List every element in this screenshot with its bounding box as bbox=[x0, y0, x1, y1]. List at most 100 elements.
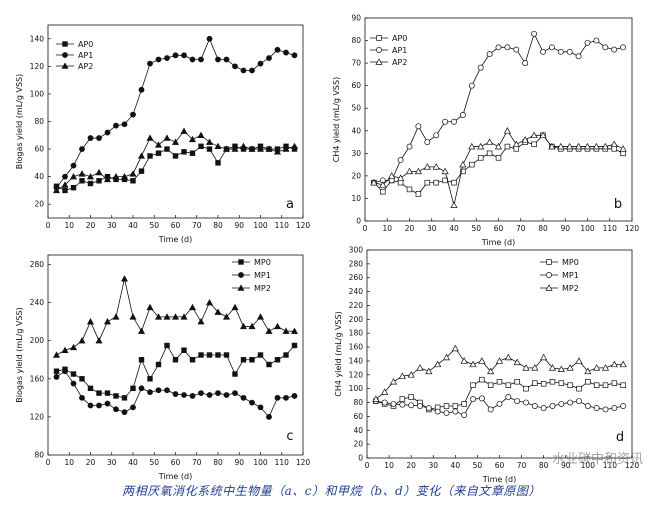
y-tick-label: 160 bbox=[30, 374, 45, 383]
data-point bbox=[433, 132, 440, 139]
data-point bbox=[283, 352, 289, 358]
x-tick-label: 30 bbox=[107, 458, 117, 467]
x-tick-label: 60 bbox=[495, 461, 505, 470]
data-point bbox=[172, 52, 179, 59]
data-point bbox=[601, 142, 609, 150]
y-tick-label: 20 bbox=[34, 200, 44, 209]
data-point bbox=[282, 145, 290, 152]
data-point bbox=[522, 364, 530, 371]
data-point bbox=[164, 146, 170, 152]
data-point bbox=[505, 394, 512, 400]
legend-marker bbox=[238, 272, 244, 278]
data-point bbox=[390, 400, 397, 407]
data-point bbox=[205, 138, 214, 145]
y-tick-label: 100 bbox=[30, 89, 45, 98]
data-point bbox=[181, 52, 187, 59]
data-point bbox=[188, 135, 197, 143]
data-point bbox=[611, 46, 618, 53]
data-point bbox=[205, 299, 214, 306]
y-tick-label: 140 bbox=[349, 356, 364, 365]
data-point bbox=[575, 142, 583, 150]
legend-marker bbox=[375, 58, 383, 65]
data-point bbox=[87, 402, 94, 409]
data-point bbox=[146, 303, 154, 311]
data-point bbox=[415, 123, 422, 130]
legend-marker bbox=[62, 41, 68, 47]
data-point bbox=[372, 395, 380, 402]
data-point bbox=[496, 400, 503, 407]
data-point bbox=[611, 146, 617, 152]
x-tick-label: 40 bbox=[128, 458, 138, 467]
data-point bbox=[424, 139, 431, 146]
data-point bbox=[415, 191, 422, 197]
data-point bbox=[231, 145, 239, 152]
data-point bbox=[70, 380, 77, 387]
watermark-text: 水业碳中和资讯 bbox=[552, 452, 644, 467]
data-point bbox=[206, 146, 213, 152]
legend-marker bbox=[376, 47, 382, 53]
data-point bbox=[137, 152, 146, 159]
data-point bbox=[96, 178, 102, 184]
legend-label: AP1 bbox=[78, 51, 93, 60]
data-point bbox=[443, 403, 450, 409]
data-point bbox=[478, 357, 486, 364]
data-point bbox=[249, 357, 255, 363]
panel-d: 0 10 20 30 40 50 60 70 80 90 100 110 120 0 20 40 60 80 100… bbox=[334, 246, 639, 485]
y-tick-label: 0 bbox=[356, 217, 361, 226]
data-point bbox=[172, 153, 179, 159]
panel-letter: d bbox=[616, 430, 624, 445]
data-point bbox=[487, 406, 494, 413]
data-point bbox=[189, 150, 196, 156]
data-point bbox=[530, 131, 538, 139]
data-point bbox=[610, 140, 618, 148]
x-tick-label: 120 bbox=[625, 224, 640, 233]
data-point bbox=[593, 405, 600, 412]
data-point bbox=[523, 385, 529, 392]
data-point bbox=[370, 178, 378, 186]
data-point bbox=[163, 134, 171, 141]
x-axis-title: Time (d) bbox=[158, 472, 192, 481]
y-tick-label: 140 bbox=[30, 34, 45, 43]
data-point bbox=[566, 48, 573, 55]
data-point bbox=[381, 388, 389, 395]
data-point bbox=[291, 342, 298, 349]
data-point bbox=[121, 395, 128, 401]
data-point bbox=[459, 112, 466, 118]
data-point bbox=[548, 44, 555, 51]
y-tick-label: 20 bbox=[353, 440, 363, 449]
y-tick-label: 120 bbox=[349, 370, 364, 379]
x-tick-label: 30 bbox=[107, 221, 117, 230]
legend-marker bbox=[376, 35, 382, 41]
x-tick-label: 90 bbox=[234, 221, 244, 230]
data-point bbox=[215, 160, 221, 166]
x-tick-label: 20 bbox=[406, 461, 416, 470]
y-tick-label: 90 bbox=[351, 14, 361, 23]
x-tick-label: 120 bbox=[296, 221, 311, 230]
data-point bbox=[130, 111, 136, 118]
y-axis-title: CH4 yield (mL/g VSS) bbox=[332, 77, 341, 162]
data-point bbox=[248, 322, 256, 330]
data-point bbox=[214, 142, 222, 150]
data-point bbox=[425, 367, 433, 375]
data-point bbox=[583, 142, 592, 150]
x-tick-label: 40 bbox=[128, 221, 138, 230]
legend-label: MP1 bbox=[562, 271, 579, 280]
x-tick-label: 10 bbox=[64, 221, 74, 230]
data-point bbox=[567, 399, 574, 406]
x-tick-label: 100 bbox=[253, 221, 268, 230]
x-tick-label: 0 bbox=[365, 461, 370, 470]
data-point bbox=[477, 64, 484, 71]
data-point bbox=[540, 48, 546, 55]
data-point bbox=[424, 179, 431, 186]
x-tick-label: 30 bbox=[427, 224, 437, 233]
data-point bbox=[406, 186, 413, 193]
data-point bbox=[379, 181, 387, 188]
data-point bbox=[70, 371, 77, 377]
data-point bbox=[576, 385, 582, 392]
data-point bbox=[434, 408, 441, 415]
data-point bbox=[504, 353, 512, 361]
data-point bbox=[451, 179, 457, 186]
data-point bbox=[414, 167, 422, 175]
legend-marker bbox=[546, 259, 552, 265]
data-point bbox=[53, 368, 60, 374]
